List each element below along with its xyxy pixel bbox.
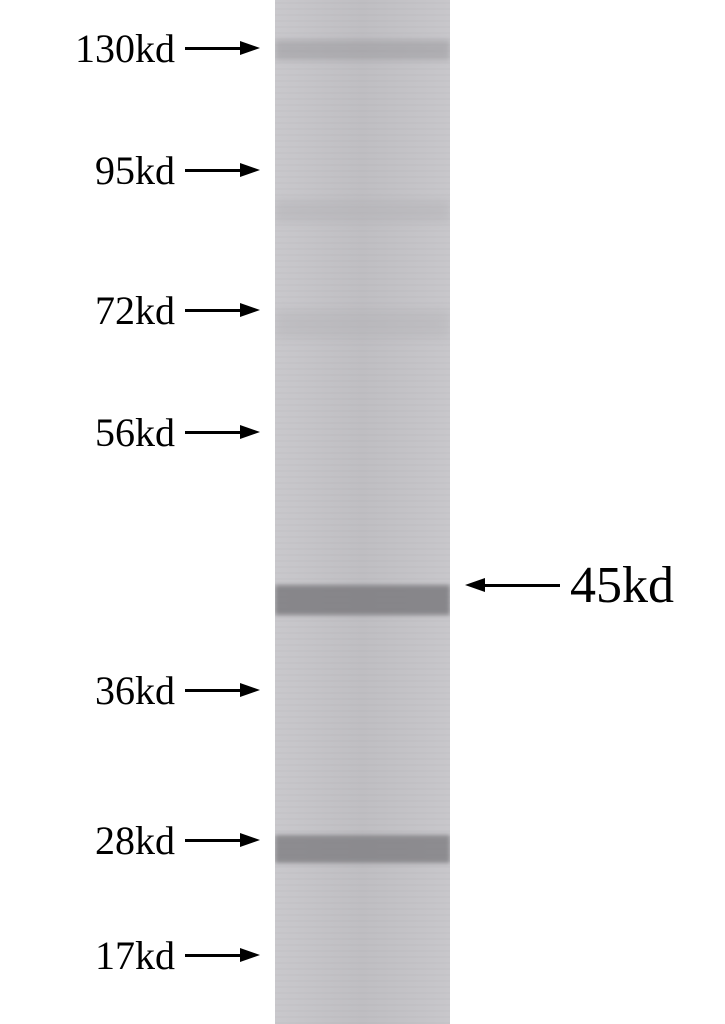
arrow-shaft bbox=[185, 689, 242, 692]
arrow-icon bbox=[185, 163, 260, 177]
mw-marker-left: 95kd bbox=[5, 146, 260, 194]
gel-band bbox=[275, 310, 450, 338]
mw-label-text: 56kd bbox=[5, 409, 175, 456]
mw-label-text: 36kd bbox=[5, 667, 175, 714]
mw-label-text: 130kd bbox=[5, 25, 175, 72]
gel-band bbox=[275, 40, 450, 60]
mw-marker-left: 28kd bbox=[5, 816, 260, 864]
arrow-icon bbox=[185, 41, 260, 55]
mw-label-text: 17kd bbox=[5, 932, 175, 979]
arrow-head bbox=[240, 425, 260, 439]
arrow-head bbox=[240, 948, 260, 962]
arrow-icon bbox=[185, 425, 260, 439]
arrow-head bbox=[240, 303, 260, 317]
mw-label-text: 72kd bbox=[5, 287, 175, 334]
mw-marker-left: 56kd bbox=[5, 408, 260, 456]
arrow-head bbox=[465, 578, 485, 592]
arrow-head bbox=[240, 41, 260, 55]
gel-texture bbox=[275, 0, 450, 1024]
arrow-icon bbox=[465, 578, 560, 592]
gel-band bbox=[275, 200, 450, 222]
gel-lane bbox=[275, 0, 450, 1024]
gel-band bbox=[275, 585, 450, 615]
arrow-head bbox=[240, 163, 260, 177]
arrow-icon bbox=[185, 303, 260, 317]
arrow-shaft bbox=[185, 169, 242, 172]
blot-figure: 130kd 95kd 72kd 56kd 36kd 28kd 17kd 45kd bbox=[0, 0, 725, 1024]
mw-marker-left: 17kd bbox=[5, 931, 260, 979]
arrow-shaft bbox=[483, 584, 560, 587]
gel-band bbox=[275, 835, 450, 863]
mw-marker-left: 130kd bbox=[5, 24, 260, 72]
arrow-head bbox=[240, 683, 260, 697]
arrow-icon bbox=[185, 833, 260, 847]
arrow-shaft bbox=[185, 431, 242, 434]
arrow-icon bbox=[185, 683, 260, 697]
mw-marker-right: 45kd bbox=[465, 555, 674, 615]
arrow-shaft bbox=[185, 954, 242, 957]
arrow-head bbox=[240, 833, 260, 847]
mw-label-text: 28kd bbox=[5, 817, 175, 864]
arrow-shaft bbox=[185, 839, 242, 842]
arrow-icon bbox=[185, 948, 260, 962]
mw-label-text: 45kd bbox=[570, 556, 674, 615]
arrow-shaft bbox=[185, 47, 242, 50]
arrow-shaft bbox=[185, 309, 242, 312]
mw-label-text: 95kd bbox=[5, 147, 175, 194]
mw-marker-left: 72kd bbox=[5, 286, 260, 334]
mw-marker-left: 36kd bbox=[5, 666, 260, 714]
